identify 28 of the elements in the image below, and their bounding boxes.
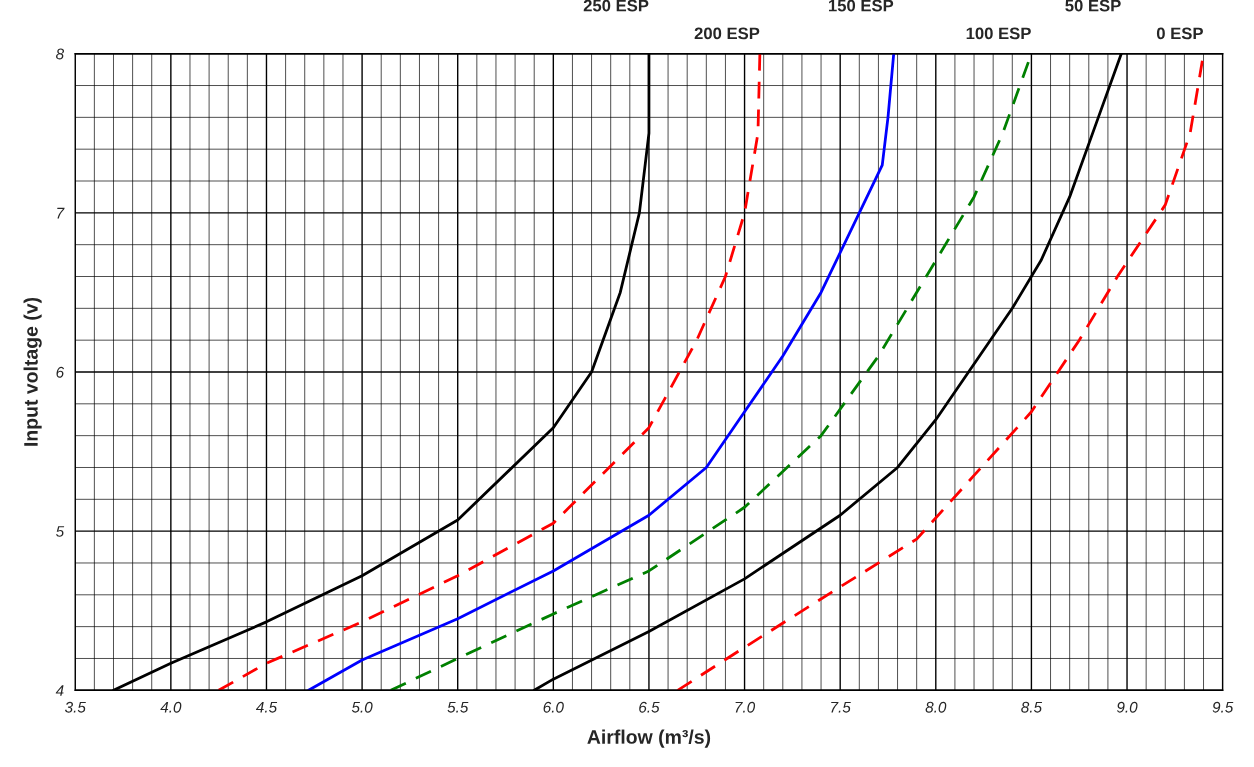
x-axis-title: Airflow (m³/s) xyxy=(587,729,711,748)
series-label: 200 ESP xyxy=(694,27,760,40)
y-tick-label: 4 xyxy=(55,685,64,696)
x-tick-label: 9.5 xyxy=(1212,701,1234,713)
x-tick-label: 7.5 xyxy=(831,701,851,713)
line-series xyxy=(217,53,762,691)
y-tick-label: 8 xyxy=(56,48,65,60)
x-tick-label: 8.5 xyxy=(1021,701,1043,713)
line-series xyxy=(307,53,896,691)
x-tick-label: 6.5 xyxy=(639,701,660,713)
x-tick-label: 5.5 xyxy=(447,701,469,713)
x-tick-label: 5.0 xyxy=(351,701,373,713)
x-tick-label: 4.0 xyxy=(160,701,182,713)
x-tick-label: 7.0 xyxy=(735,701,756,713)
text: 50 ESP xyxy=(1065,0,1121,12)
x-tick-label: 4.5 xyxy=(255,701,278,713)
y-tick-label: 7 xyxy=(57,207,65,219)
x-tick-label: 6.0 xyxy=(543,701,564,713)
x-tick-label: 9.0 xyxy=(1116,701,1138,713)
series-label: 0 ESP xyxy=(1156,27,1203,40)
text: 150 ESP xyxy=(828,0,894,12)
y-axis-title: Input voltage (v) xyxy=(23,297,42,446)
y-tick-label: 5 xyxy=(55,526,65,537)
x-tick-label: 8.0 xyxy=(925,701,947,713)
x-tick-label: 3.5 xyxy=(64,701,86,713)
series-label: 100 ESP xyxy=(966,27,1031,40)
y-tick-label: 6 xyxy=(56,366,65,378)
text: 250 ESP xyxy=(583,0,649,12)
